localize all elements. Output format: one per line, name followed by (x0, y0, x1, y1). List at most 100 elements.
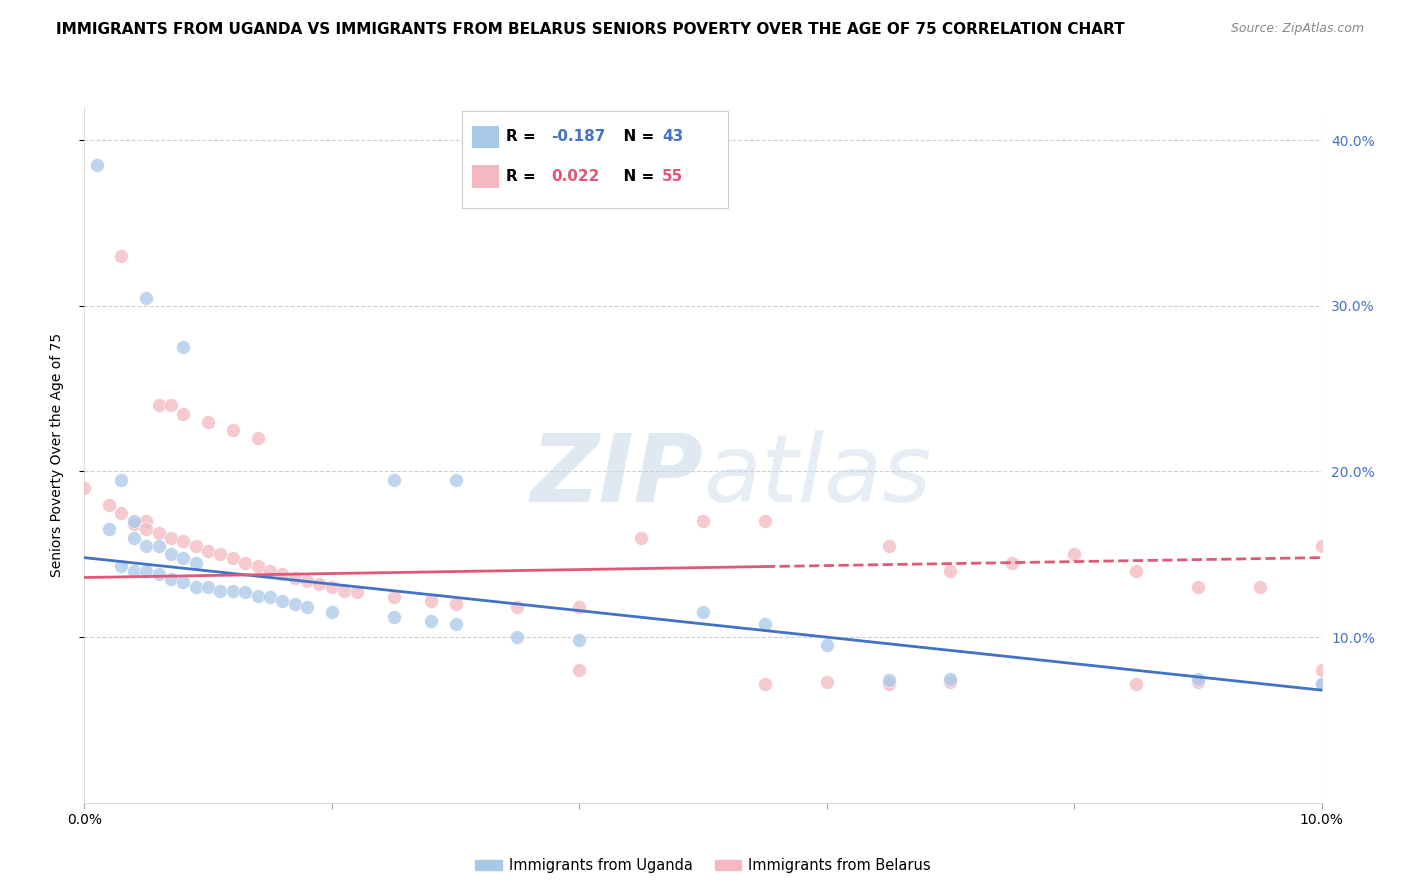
Point (877, 676, 900, 690)
Point (568, 633, 591, 648)
Point (877, 673, 900, 688)
Point (110, 506, 132, 520)
Point (246, 431, 269, 445)
Point (754, 514, 776, 528)
Point (630, 531, 652, 545)
Point (815, 674, 838, 689)
Point (1249, 581, 1271, 595)
Point (419, 614, 441, 628)
Text: 43: 43 (662, 129, 683, 145)
Point (1310, 539, 1333, 553)
Point (259, 591, 281, 605)
Point (122, 531, 145, 545)
Point (98, 523, 121, 537)
Point (1125, 676, 1147, 690)
Point (122, 514, 145, 528)
Point (444, 616, 467, 631)
Point (172, 575, 194, 590)
Text: 0.022: 0.022 (551, 169, 599, 184)
Point (172, 550, 194, 565)
Point (172, 534, 194, 549)
Point (284, 570, 307, 584)
Point (209, 547, 232, 561)
Point (1001, 556, 1024, 570)
Point (1187, 674, 1209, 689)
Point (135, 514, 157, 528)
Point (110, 473, 132, 487)
Point (160, 572, 183, 586)
Point (184, 539, 207, 553)
Point (295, 600, 318, 615)
Point (197, 544, 219, 558)
Text: N =: N = (613, 129, 659, 145)
Point (160, 531, 183, 545)
Point (172, 340, 194, 354)
Point (321, 581, 343, 595)
Text: N =: N = (613, 169, 659, 184)
Text: R =: R = (506, 129, 541, 145)
Point (692, 514, 714, 528)
Point (122, 564, 145, 578)
Point (321, 605, 343, 619)
Point (382, 591, 405, 605)
Text: R =: R = (506, 169, 541, 184)
Point (184, 581, 207, 595)
Point (419, 593, 441, 607)
Point (444, 473, 467, 487)
Text: IMMIGRANTS FROM UGANDA VS IMMIGRANTS FROM BELARUS SENIORS POVERTY OVER THE AGE O: IMMIGRANTS FROM UGANDA VS IMMIGRANTS FRO… (56, 22, 1125, 37)
Point (506, 630, 529, 644)
Point (692, 605, 714, 619)
Text: ZIP: ZIP (530, 430, 703, 522)
Point (110, 249, 132, 263)
Point (160, 547, 183, 561)
Point (148, 398, 170, 412)
Point (295, 574, 318, 588)
Point (1310, 676, 1333, 690)
Point (209, 583, 232, 598)
Point (135, 291, 157, 305)
Point (222, 423, 245, 437)
Point (1063, 547, 1085, 561)
Point (246, 558, 269, 573)
Point (1187, 672, 1209, 686)
Point (271, 593, 294, 607)
Point (110, 558, 132, 573)
Point (1310, 676, 1333, 690)
Point (877, 539, 900, 553)
Point (148, 567, 170, 582)
Point (1125, 564, 1147, 578)
Point (939, 674, 962, 689)
Point (939, 564, 962, 578)
Point (122, 517, 145, 532)
Text: Source: ZipAtlas.com: Source: ZipAtlas.com (1230, 22, 1364, 36)
Point (444, 597, 467, 611)
Point (222, 583, 245, 598)
Point (160, 398, 183, 412)
Point (73, 481, 96, 495)
Point (568, 663, 591, 677)
Legend: Immigrants from Uganda, Immigrants from Belarus: Immigrants from Uganda, Immigrants from … (470, 853, 936, 879)
Point (333, 583, 356, 598)
Point (184, 556, 207, 570)
Point (98, 498, 121, 512)
Point (197, 581, 219, 595)
Text: atlas: atlas (703, 430, 931, 521)
Text: -0.187: -0.187 (551, 129, 605, 145)
Point (259, 564, 281, 578)
Point (506, 600, 529, 615)
Point (172, 407, 194, 421)
Point (233, 556, 256, 570)
Bar (471, 126, 499, 148)
Point (568, 600, 591, 615)
Point (754, 676, 776, 690)
Point (382, 610, 405, 624)
Y-axis label: Seniors Poverty Over the Age of 75: Seniors Poverty Over the Age of 75 (49, 333, 63, 577)
Point (222, 550, 245, 565)
Point (939, 672, 962, 686)
Point (1310, 663, 1333, 677)
Point (308, 577, 330, 591)
Point (284, 597, 307, 611)
Point (346, 585, 368, 599)
Point (382, 473, 405, 487)
Text: 55: 55 (662, 169, 683, 184)
